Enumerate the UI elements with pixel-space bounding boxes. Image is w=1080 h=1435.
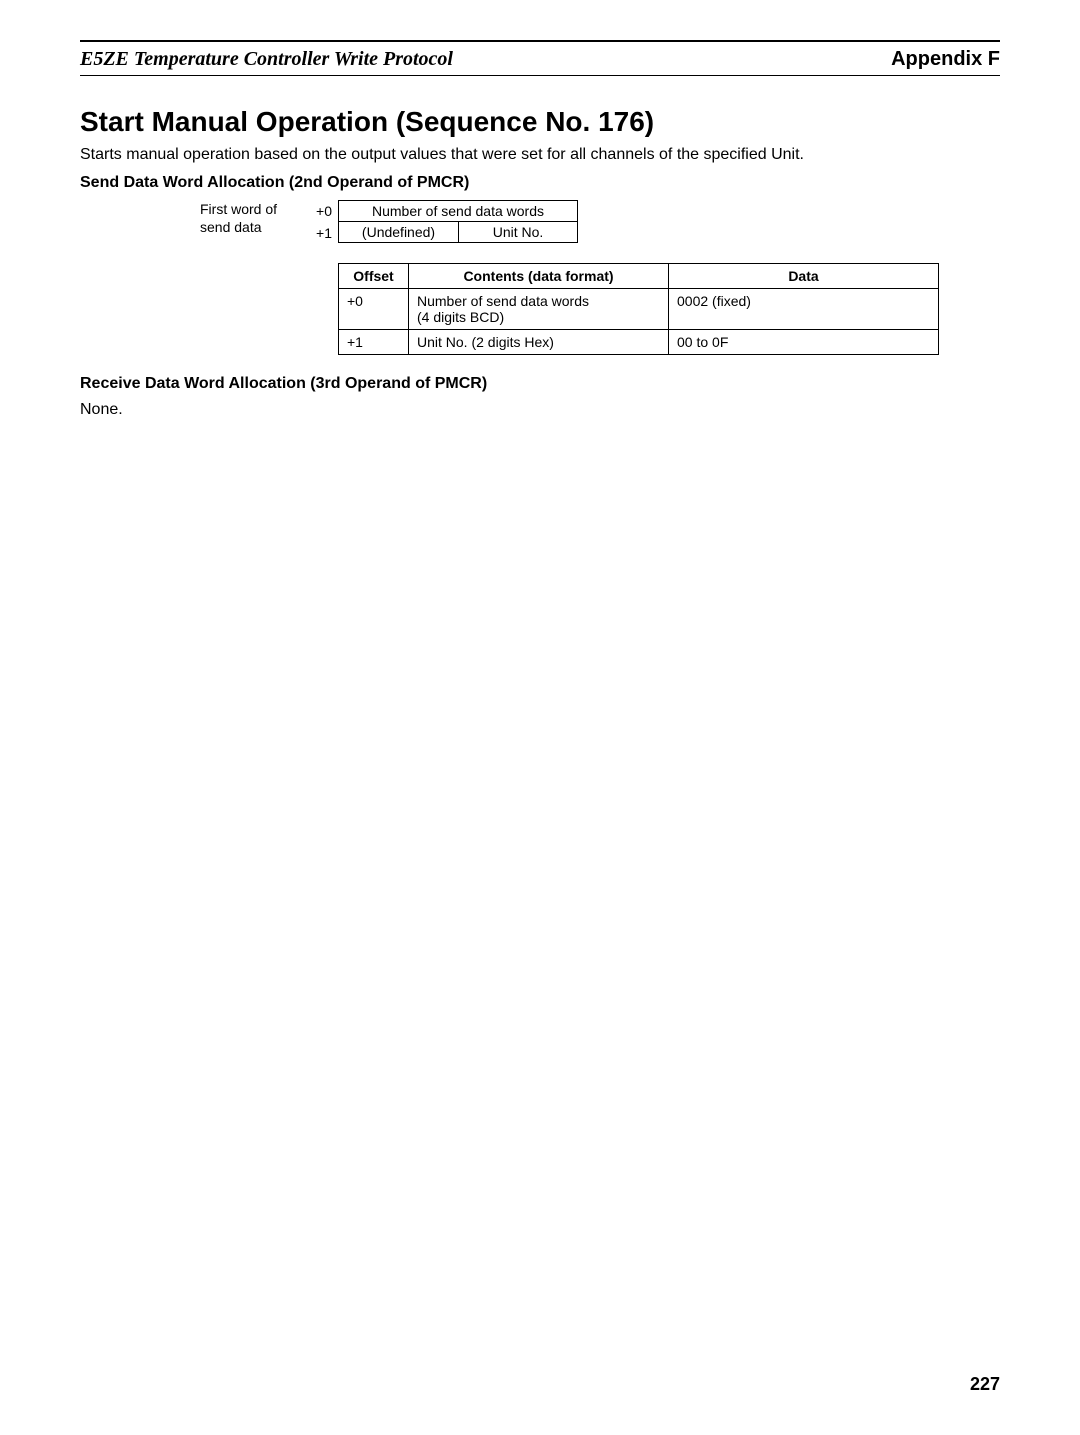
page-header: E5ZE Temperature Controller Write Protoc… bbox=[80, 48, 1000, 76]
diagram-offset-0: +0 bbox=[310, 203, 338, 219]
page-number: 227 bbox=[970, 1374, 1000, 1395]
diagram-row-1: +1 (Undefined) Unit No. bbox=[310, 222, 578, 243]
diagram-cell-1-left: (Undefined) bbox=[338, 222, 458, 243]
table-row: +0 Number of send data words (4 digits B… bbox=[339, 289, 939, 330]
td-contents: Number of send data words (4 digits BCD) bbox=[409, 289, 669, 330]
diagram-cell-1-right: Unit No. bbox=[458, 222, 578, 243]
diagram-offset-1: +1 bbox=[310, 225, 338, 241]
data-table: Offset Contents (data format) Data +0 Nu… bbox=[338, 263, 939, 355]
send-heading: Send Data Word Allocation (2nd Operand o… bbox=[80, 174, 1000, 192]
table-header-row: Offset Contents (data format) Data bbox=[339, 264, 939, 289]
th-data: Data bbox=[669, 264, 939, 289]
diagram-label: First word of send data bbox=[200, 200, 310, 236]
diagram-label-line2: send data bbox=[200, 219, 262, 235]
td-data: 0002 (fixed) bbox=[669, 289, 939, 330]
data-table-wrapper: Offset Contents (data format) Data +0 Nu… bbox=[338, 263, 1000, 355]
td-offset: +1 bbox=[339, 330, 409, 355]
receive-heading: Receive Data Word Allocation (3rd Operan… bbox=[80, 375, 1000, 393]
diagram-table: +0 Number of send data words +1 (Undefin… bbox=[310, 200, 578, 243]
header-left-title: E5ZE Temperature Controller Write Protoc… bbox=[80, 48, 453, 71]
receive-content: None. bbox=[80, 401, 1000, 419]
header-top-rule bbox=[80, 40, 1000, 42]
diagram-label-line1: First word of bbox=[200, 201, 277, 217]
header-right-appendix: Appendix F bbox=[891, 48, 1000, 71]
main-title: Start Manual Operation (Sequence No. 176… bbox=[80, 106, 1000, 138]
td-contents: Unit No. (2 digits Hex) bbox=[409, 330, 669, 355]
table-row: +1 Unit No. (2 digits Hex) 00 to 0F bbox=[339, 330, 939, 355]
td-data: 00 to 0F bbox=[669, 330, 939, 355]
th-offset: Offset bbox=[339, 264, 409, 289]
diagram-cell-0: Number of send data words bbox=[338, 200, 578, 222]
send-diagram: First word of send data +0 Number of sen… bbox=[200, 200, 1000, 243]
td-offset: +0 bbox=[339, 289, 409, 330]
th-contents: Contents (data format) bbox=[409, 264, 669, 289]
diagram-row-0: +0 Number of send data words bbox=[310, 200, 578, 222]
description-text: Starts manual operation based on the out… bbox=[80, 146, 1000, 164]
